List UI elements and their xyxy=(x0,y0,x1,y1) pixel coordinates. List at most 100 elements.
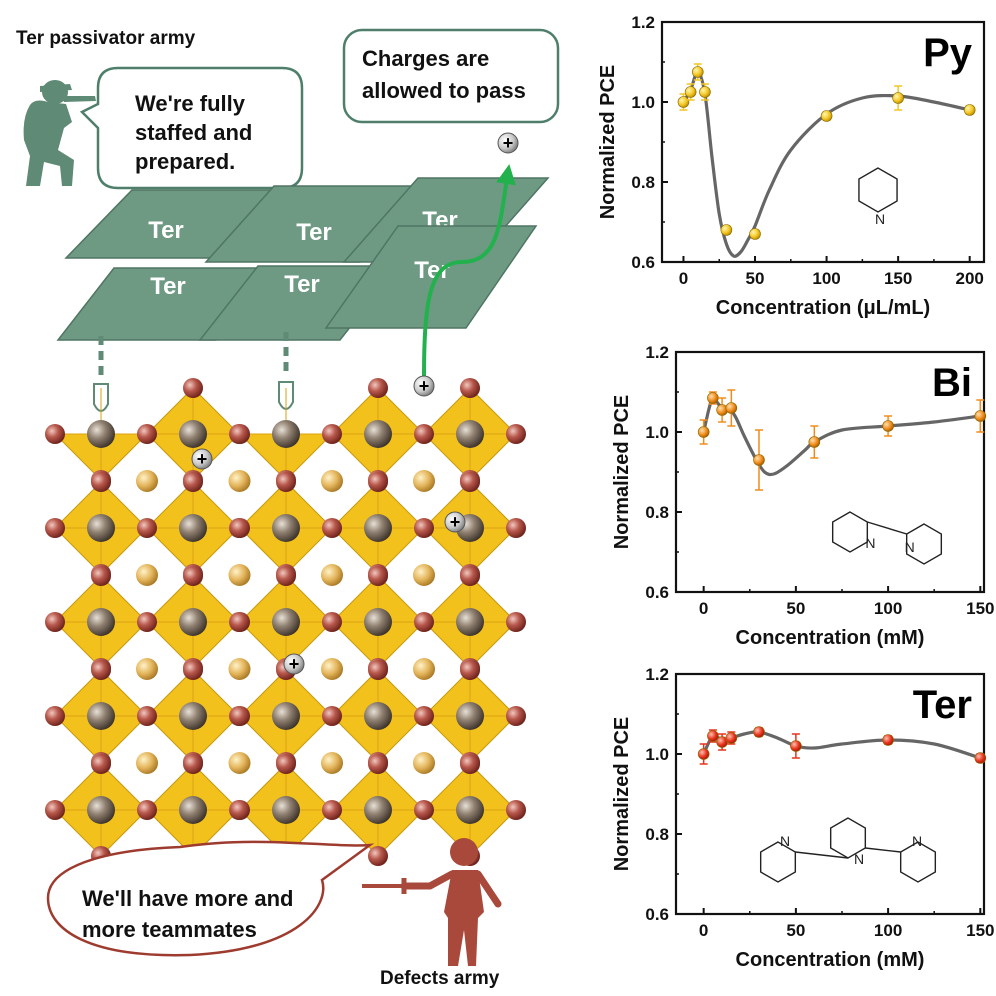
b-site-ion xyxy=(456,702,484,730)
halide-ion xyxy=(45,518,65,538)
passivation-connectors xyxy=(93,332,294,412)
a-site-ion xyxy=(413,564,435,586)
halide-ion xyxy=(137,424,157,444)
data-point xyxy=(697,748,710,760)
b-site-ion xyxy=(456,796,484,824)
halide-ion xyxy=(91,754,111,774)
charge-sign: + xyxy=(419,376,430,396)
halide-ion xyxy=(91,566,111,586)
charge-sphere xyxy=(413,375,435,397)
a-site-ion xyxy=(136,658,158,680)
halide-ion xyxy=(183,566,203,586)
y-tick-label: 1.0 xyxy=(631,93,655,112)
halide-ion xyxy=(506,424,526,444)
y-tick-label: 0.6 xyxy=(645,905,669,924)
halide-ion xyxy=(460,566,480,586)
a-site-ion xyxy=(228,470,251,492)
halide-ion xyxy=(368,754,388,774)
b-site-ion xyxy=(87,514,115,542)
halide-ion xyxy=(137,800,157,820)
halide-ion xyxy=(506,800,526,820)
x-tick-label: 100 xyxy=(812,269,840,288)
a-site-ion xyxy=(228,564,251,586)
b-site-ion xyxy=(364,796,392,824)
halide-ion xyxy=(276,754,296,774)
ter-sheet-label: Ter xyxy=(284,271,320,298)
soldier-bubble-line-3: prepared. xyxy=(135,149,235,174)
ter-sheet-label: Ter xyxy=(148,217,184,244)
soldier-bubble-line-2: staffed and xyxy=(135,120,252,145)
halide-ion xyxy=(368,472,388,492)
data-point xyxy=(753,726,765,738)
halide-ion xyxy=(368,660,388,680)
data-point xyxy=(790,740,802,752)
x-tick-label: 0 xyxy=(679,269,688,288)
data-point xyxy=(684,86,697,98)
halide-ion xyxy=(230,706,250,726)
data-point xyxy=(882,420,894,432)
halide-ion xyxy=(91,660,111,680)
pyridine-ring xyxy=(858,167,898,213)
charge-sphere xyxy=(497,132,519,154)
halide-ion xyxy=(45,424,65,444)
data-point xyxy=(753,454,765,466)
charge-carrier-icon: + xyxy=(191,448,213,470)
halide-ion xyxy=(137,612,157,632)
halide-ion xyxy=(322,424,342,444)
halide-ion xyxy=(414,800,434,820)
halide-ion xyxy=(276,472,296,492)
halide-ion xyxy=(414,424,434,444)
halide-ion xyxy=(183,378,203,398)
data-point xyxy=(963,104,976,116)
y-axis-label: Normalized PCE xyxy=(611,717,633,871)
x-tick-label: 0 xyxy=(699,599,708,618)
halide-ion xyxy=(230,424,250,444)
b-site-ion xyxy=(272,514,300,542)
halide-ion xyxy=(460,378,480,398)
y-axis-label: Normalized PCE xyxy=(597,65,619,219)
x-tick-label: 50 xyxy=(746,269,765,288)
y-tick-label: 1.2 xyxy=(645,343,669,362)
nitrogen-atom-label: N xyxy=(875,211,885,227)
x-tick-label: 150 xyxy=(884,269,912,288)
b-site-ion xyxy=(456,608,484,636)
b-site-ion xyxy=(179,608,207,636)
halide-ion xyxy=(137,518,157,538)
panel-tag: Ter xyxy=(913,683,972,727)
b-site-ion xyxy=(364,514,392,542)
y-tick-label: 1.2 xyxy=(645,665,669,684)
x-axis-label: Concentration (mM) xyxy=(736,949,925,971)
y-axis-label: Normalized PCE xyxy=(611,395,633,549)
b-site-ion xyxy=(364,608,392,636)
b-site-ion xyxy=(87,420,115,448)
y-tick-label: 1.0 xyxy=(645,745,669,764)
plot-frame xyxy=(674,350,986,594)
a-site-ion xyxy=(413,658,435,680)
nitrogen-atom-label: N xyxy=(905,539,915,555)
halide-ion xyxy=(414,612,434,632)
x-axis-label: Concentration (mM) xyxy=(736,627,925,649)
defect-bubble-line-2: more teammates xyxy=(82,917,257,942)
nitrogen-atom-label: N xyxy=(780,833,790,849)
defect-bubble-line-1: We'll have more and xyxy=(82,886,293,911)
b-site-ion xyxy=(179,702,207,730)
data-point xyxy=(707,392,719,404)
b-site-ion xyxy=(364,420,392,448)
x-tick-label: 50 xyxy=(786,599,805,618)
x-axis-label: Concentration (μL/mL) xyxy=(716,297,930,319)
b-site-ion xyxy=(272,796,300,824)
data-point xyxy=(707,730,719,742)
b-site-ion xyxy=(272,608,300,636)
ter-sheet-body xyxy=(324,225,538,329)
x-tick-label: 150 xyxy=(966,921,994,940)
y-tick-label: 1.0 xyxy=(645,423,669,442)
charts-column: 0.6 0.8 1.0 1.2 0 50 100 150 200 Concentration (μ… xyxy=(597,13,994,971)
data-point xyxy=(697,426,710,438)
b-site-ion xyxy=(272,702,300,730)
x-tick-label: 50 xyxy=(786,921,805,940)
charge-sphere xyxy=(191,448,213,470)
data-point xyxy=(699,86,711,98)
halide-ion xyxy=(506,612,526,632)
